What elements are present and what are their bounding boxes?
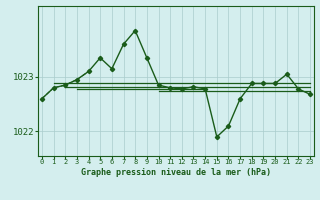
- X-axis label: Graphe pression niveau de la mer (hPa): Graphe pression niveau de la mer (hPa): [81, 168, 271, 177]
